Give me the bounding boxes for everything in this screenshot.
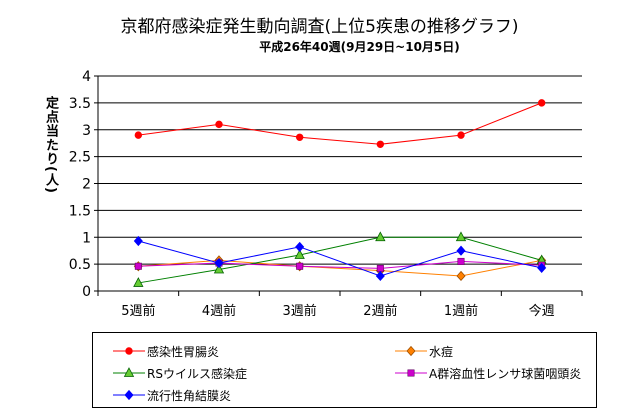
legend-swatch-marker <box>406 345 416 357</box>
legend-label-rsv: RSウイルス感染症 <box>147 367 247 381</box>
legend-swatch-marker <box>407 369 415 377</box>
data-point <box>375 231 386 242</box>
legend-label-strep: A群溶血性レンサ球菌咽頭炎 <box>429 367 582 381</box>
chart-title: 京都府感染症発生動向調査(上位5疾患の推移グラフ) <box>120 17 519 37</box>
data-point <box>295 133 304 141</box>
y-tick-label: 0 <box>82 284 91 300</box>
data-point <box>294 249 305 259</box>
legend-label-gastroenteritis: 感染性胃腸炎 <box>147 345 220 359</box>
series-layer <box>133 99 547 287</box>
grid-lines <box>98 75 582 265</box>
y-tick-label: 3.5 <box>69 96 91 112</box>
data-point <box>375 270 385 282</box>
y-tick-label: 1 <box>82 230 91 246</box>
data-point <box>537 262 547 273</box>
y-tick-label: 2 <box>82 177 91 193</box>
series-1 <box>133 255 547 282</box>
legend-swatch-varicella <box>395 345 427 357</box>
series-line <box>138 102 542 145</box>
legend-swatch-ekc <box>113 389 145 401</box>
y-tick-label: 1.5 <box>69 203 91 219</box>
data-point <box>537 99 546 107</box>
legend-swatch-strep <box>395 369 427 377</box>
data-point <box>215 120 223 129</box>
data-point <box>457 131 465 139</box>
series-line <box>138 236 542 284</box>
data-point <box>376 264 384 272</box>
legend-swatch-rsv <box>113 367 145 377</box>
axes: 0 0.5 1 1.5 2 2.5 3 3.5 4 5週前 4週前 3週前 2週前 1週前 今週 <box>69 69 583 319</box>
data-point <box>134 131 143 139</box>
chart-subtitle: 平成26年40週(9月29日~10月5日) <box>259 40 460 54</box>
data-point <box>133 235 143 247</box>
y-tick-label: 3 <box>82 123 91 139</box>
line-chart: 0 0.5 1 1.5 2 2.5 3 3.5 4 5週前 4週前 3週前 2週前 1週前 今週 <box>69 69 583 319</box>
x-tick-label: 5週前 <box>121 303 155 319</box>
legend-swatch-marker <box>124 389 134 401</box>
data-point <box>457 257 465 265</box>
legend-swatch-gastroenteritis <box>113 347 145 355</box>
data-point <box>133 277 144 287</box>
data-point <box>456 270 466 282</box>
data-point <box>213 263 225 274</box>
legend: 感染性胃腸炎 水痘 RSウイルス感染症 A群溶血性レンサ球菌咽頭炎 流行性角結膜… <box>92 332 597 408</box>
data-point <box>455 231 467 242</box>
y-tick-label: 2.5 <box>69 150 91 166</box>
x-tick-label: 3週前 <box>283 303 317 319</box>
x-tick-label: 今週 <box>529 303 555 319</box>
series-0 <box>134 99 546 148</box>
series-2 <box>133 231 547 287</box>
data-point <box>295 241 305 253</box>
data-point <box>376 140 385 148</box>
data-point <box>296 262 304 270</box>
y-axis-label: 定点当たり(人) <box>43 96 58 194</box>
series-3 <box>134 257 546 272</box>
x-tick-label: 4週前 <box>202 303 236 319</box>
x-tick-label: 1週前 <box>444 303 478 319</box>
y-tick-label: 0.5 <box>69 257 91 273</box>
legend-label-varicella: 水痘 <box>429 345 454 359</box>
legend-label-ekc: 流行性角結膜炎 <box>147 389 232 403</box>
series-line <box>138 260 542 269</box>
data-point <box>214 257 224 269</box>
y-tick-label: 4 <box>82 69 91 85</box>
legend-swatch-marker <box>123 367 135 377</box>
series-line <box>138 240 542 277</box>
data-point <box>134 262 142 270</box>
series-line <box>138 259 542 277</box>
data-point <box>456 245 466 256</box>
legend-swatch-marker <box>125 347 133 355</box>
x-tick-label: 2週前 <box>363 303 397 319</box>
series-4 <box>133 235 547 282</box>
